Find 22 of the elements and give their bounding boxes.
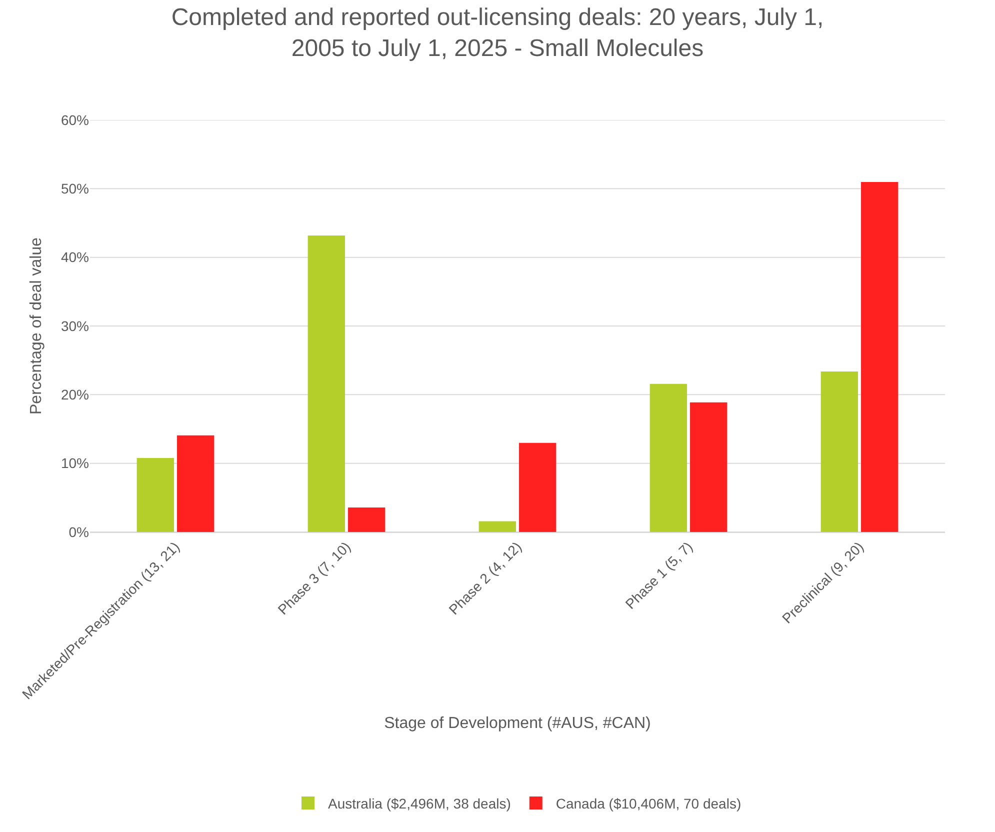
y-tick-label: 50% (60, 180, 89, 197)
y-axis-title: Percentage of deal value (28, 237, 45, 415)
bar (136, 458, 174, 532)
y-tick-label: 60% (60, 112, 89, 128)
bar (348, 507, 386, 532)
chart-title: Completed and reported out-licensing deals: 20 years, July 1, 2005 to July 1, 2025 - Small Molecules (171, 4, 824, 62)
legend-label: Canada ($10,406M, 70 deals) (556, 796, 742, 812)
legend-label: Australia ($2,496M, 38 deals) (328, 796, 511, 812)
x-axis-title: Stage of Development (#AUS, #CAN) (384, 714, 651, 732)
y-tick-label: 20% (60, 386, 89, 403)
y-tick-label: 10% (60, 455, 89, 472)
bar (177, 435, 214, 532)
y-tick-label: 40% (60, 249, 89, 266)
y-tick-label: 0% (68, 524, 89, 540)
bar (820, 372, 858, 532)
bar (861, 182, 898, 532)
bar (690, 402, 728, 532)
bar (478, 521, 516, 532)
y-tick-label: 30% (60, 318, 89, 334)
bar (308, 236, 345, 532)
bar (519, 442, 556, 532)
bar (650, 384, 687, 532)
